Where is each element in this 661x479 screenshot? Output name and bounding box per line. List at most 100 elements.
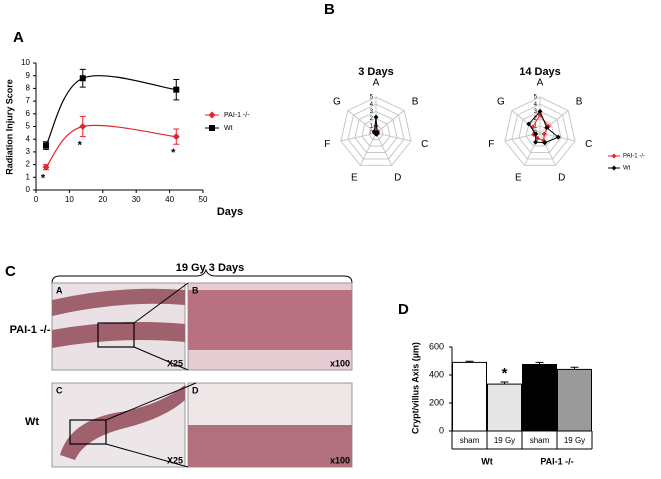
row-label: PAI-1 -/- [10, 324, 51, 336]
marker [541, 131, 547, 137]
image-letter: D [192, 385, 199, 395]
marker [42, 163, 50, 171]
spoke [340, 132, 377, 142]
marker [533, 131, 539, 137]
marker [209, 125, 215, 131]
marker [172, 133, 180, 141]
grid-ring [511, 103, 569, 160]
legend-label: Wt [224, 125, 233, 132]
y-tick-label: 7 [26, 96, 31, 105]
r-tick-label: 4 [534, 102, 538, 108]
category-label: G [497, 96, 505, 107]
r-tick-label: 3 [370, 109, 374, 115]
marker [43, 142, 50, 149]
significance: * [78, 140, 83, 152]
tissue [60, 385, 185, 460]
series-polygon [528, 110, 560, 144]
category-label: A [537, 78, 544, 89]
category-label: D [394, 173, 401, 184]
marker [526, 121, 532, 127]
spoke [375, 110, 405, 134]
y-tick-label: 0 [26, 185, 31, 194]
y-tick-label: 4 [26, 134, 31, 143]
inset-box [69, 419, 107, 445]
y-tick-label: 400 [429, 369, 444, 379]
y-tick-label: 10 [21, 58, 30, 67]
tissue [52, 288, 185, 316]
grid-ring [518, 110, 562, 153]
y-tick-label: 9 [26, 71, 31, 80]
chart-title: 3 Days [358, 66, 393, 78]
legend-marker [611, 153, 617, 159]
series-line [45, 124, 177, 168]
legend-label: PAI-1 -/- [224, 112, 250, 119]
tissue [52, 322, 185, 348]
spoke [347, 110, 377, 134]
marker [79, 75, 86, 82]
grid-ring [347, 103, 405, 160]
tissue [188, 290, 352, 350]
spoke [511, 110, 541, 134]
bar [522, 364, 557, 432]
spoke [359, 132, 377, 166]
marker [173, 86, 180, 93]
category-label: E [351, 173, 358, 184]
x-tick-label: 19 Gy [564, 436, 585, 445]
r-tick-label: 1 [370, 123, 374, 129]
x-tick-label: 20 [98, 195, 107, 204]
y-tick-label: 0 [439, 425, 444, 435]
y-tick-label: 200 [429, 397, 444, 407]
x-tick-label: 10 [65, 195, 74, 204]
marker [533, 139, 539, 145]
image-letter: A [56, 285, 63, 295]
grid-ring [354, 110, 398, 153]
r-tick-label: 5 [534, 95, 538, 101]
marker [535, 135, 541, 141]
marker [542, 140, 548, 146]
group-label: Wt [481, 456, 493, 466]
r-tick-label: 2 [534, 116, 538, 122]
magnification: x100 [330, 358, 350, 368]
marker [208, 111, 216, 119]
category-label: F [324, 139, 330, 150]
category-label: B [412, 96, 419, 107]
marker [537, 108, 543, 114]
group-label: PAI-1 -/- [540, 456, 573, 466]
panel-label: A [13, 29, 24, 46]
y-tick-label: 1 [26, 172, 31, 181]
spoke [539, 110, 569, 134]
x-tick-label: 19 Gy [494, 436, 515, 445]
r-tick-label: 2 [370, 116, 374, 122]
grid-ring [361, 118, 391, 147]
tissue [188, 425, 352, 467]
category-label: F [488, 139, 494, 150]
bar [487, 383, 522, 432]
grid-ring [368, 125, 384, 140]
image-letter: C [56, 385, 63, 395]
series-line [45, 75, 177, 146]
category-label: A [373, 78, 380, 89]
chart-title: 14 Days [519, 66, 561, 78]
marker [373, 114, 379, 120]
legend-label: PAI-1 -/- [623, 154, 645, 160]
y-tick-label: 8 [26, 84, 31, 93]
marker [555, 134, 561, 140]
micrographs [51, 282, 353, 468]
category-label: C [585, 139, 592, 150]
zoom-line [105, 382, 197, 421]
magnification: x100 [330, 455, 350, 465]
x-axis-label: Days [217, 206, 243, 218]
x-tick-label: 0 [34, 195, 39, 204]
spoke [375, 132, 393, 166]
bar [557, 368, 592, 432]
marker [373, 123, 379, 129]
magnification: X25 [167, 358, 183, 368]
r-tick-label: 5 [370, 95, 374, 101]
significance: * [171, 147, 176, 159]
zoom-line [133, 346, 189, 371]
r-tick-label: 1 [534, 123, 538, 129]
significance: * [41, 173, 46, 185]
zoom-line [133, 282, 189, 324]
zoom-line [105, 443, 189, 468]
spoke [539, 132, 557, 166]
